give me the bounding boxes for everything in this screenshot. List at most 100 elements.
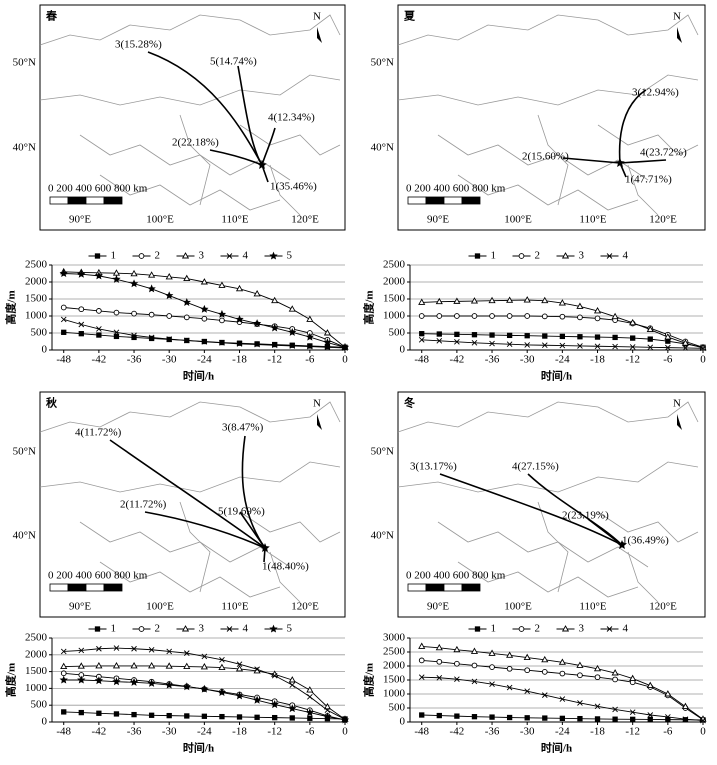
marker [506, 684, 513, 691]
map: 秋 N 50°N 40°N 90°E 100°E 110°E 120°E 0 200 400 6… [13, 391, 346, 618]
marker [436, 338, 443, 344]
marker [577, 334, 583, 340]
marker [470, 297, 479, 304]
marker [324, 344, 331, 351]
boundary [457, 174, 639, 211]
lon-label: 110°E [221, 214, 248, 226]
scale-label: 0 200 400 600 800 km [406, 570, 506, 582]
north-label: N [673, 11, 681, 23]
marker [489, 714, 495, 720]
trajectory [109, 439, 266, 549]
marker [453, 297, 461, 304]
marker [235, 691, 244, 700]
marker [664, 333, 672, 340]
marker [95, 661, 103, 669]
map-frame [39, 391, 346, 618]
lon-label: 120°E [291, 214, 319, 226]
marker [612, 716, 618, 722]
north-label: N [313, 11, 321, 23]
marker [254, 341, 260, 347]
marker [112, 677, 121, 686]
legend-marker [226, 626, 233, 632]
trajectory [619, 159, 667, 164]
axes [409, 265, 703, 351]
marker [418, 657, 425, 664]
lon-label: 90°E [69, 214, 91, 226]
x-axis-label: 时间/h [541, 369, 572, 383]
marker [200, 684, 209, 693]
legend-marker [138, 253, 145, 259]
boundary [397, 401, 699, 433]
marker [664, 690, 672, 697]
marker [289, 342, 295, 348]
marker [201, 653, 208, 660]
marker [593, 306, 602, 314]
y-tick-label: 2500 [383, 646, 406, 658]
marker [165, 291, 174, 300]
marker [594, 674, 601, 681]
north-arrow [677, 27, 682, 43]
marker [253, 289, 261, 297]
north-label: N [313, 398, 321, 410]
y-axis-label: 高度/m [362, 663, 376, 697]
marker [77, 675, 86, 684]
x-tick-label: -12 [625, 354, 640, 366]
x-tick-label: -18 [590, 354, 605, 366]
marker [523, 296, 531, 303]
x-tick-label: -18 [232, 726, 247, 738]
x-tick-label: -12 [267, 354, 282, 366]
marker [541, 313, 548, 320]
marker [183, 650, 190, 656]
legend-label: 2 [155, 623, 161, 635]
x-tick-label: -6 [305, 726, 315, 738]
marker [559, 670, 566, 677]
scale-label: 0 200 400 600 800 km [406, 183, 506, 195]
marker [646, 325, 654, 333]
marker [96, 332, 102, 338]
y-tick-label: 2500 [25, 259, 48, 271]
marker [559, 313, 566, 320]
marker [454, 313, 460, 319]
cluster-label: 4(12.34%) [268, 112, 315, 124]
marker [454, 660, 460, 667]
legend-marker [606, 253, 613, 259]
y-tick-label: 2500 [383, 259, 406, 271]
scale-bar [407, 583, 427, 592]
cluster-label: 5(19.69%) [218, 506, 265, 518]
y-tick-label: 500 [389, 327, 406, 339]
marker [558, 299, 566, 306]
marker [77, 662, 85, 669]
marker [254, 666, 260, 673]
marker [629, 709, 636, 716]
marker [577, 700, 583, 706]
marker [201, 339, 208, 345]
marker [524, 715, 530, 721]
marker [559, 696, 566, 702]
y-tick-label: 1500 [25, 293, 48, 305]
marker [436, 313, 443, 319]
marker [681, 339, 689, 346]
x-tick-label: -48 [56, 726, 71, 738]
marker [646, 681, 654, 689]
marker [148, 335, 155, 342]
lat-label: 40°N [371, 530, 394, 542]
marker [165, 680, 174, 689]
lon-label: 100°E [146, 214, 174, 226]
lat-label: 40°N [13, 142, 36, 154]
x-tick-label: -12 [267, 726, 282, 738]
marker [112, 269, 121, 276]
marker [94, 676, 104, 685]
marker [453, 645, 461, 653]
lat-label: 50°N [13, 57, 36, 69]
y-tick-label: 2000 [383, 660, 406, 672]
marker [506, 665, 513, 672]
marker [419, 331, 425, 337]
scale-label: 0 200 400 600 800 km [48, 570, 148, 582]
marker [594, 315, 601, 322]
legend-label: 5 [287, 623, 293, 635]
marker [289, 715, 295, 721]
scale-bar [49, 583, 69, 592]
legend-label: 1 [111, 623, 117, 635]
marker [78, 321, 85, 328]
legend-marker [181, 625, 190, 632]
